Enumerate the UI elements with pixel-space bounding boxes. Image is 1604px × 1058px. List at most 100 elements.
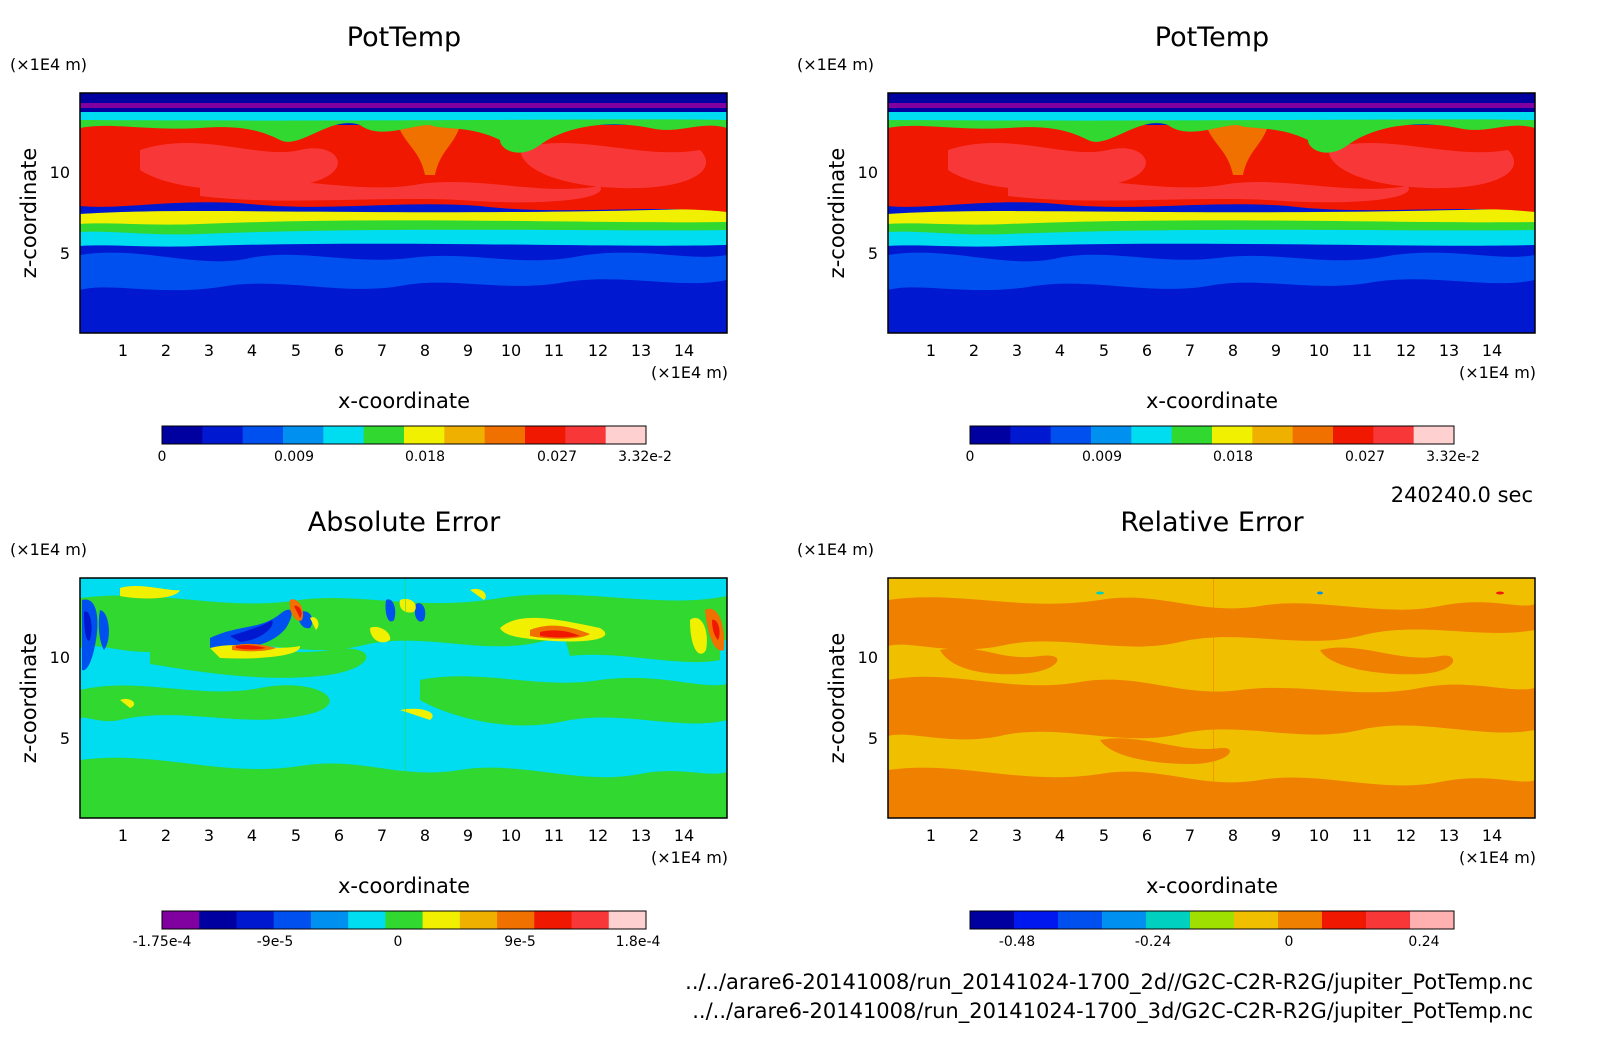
field-upper-stripe xyxy=(80,103,727,108)
panel-pottemp-left: PotTemp (×1E4 m) 1 2 3 4 5 6 7 8 xyxy=(10,22,728,465)
x-tick-label: 9 xyxy=(463,341,473,360)
colorbar-ticks: -1.75e-4 -9e-5 0 9e-5 1.8e-4 xyxy=(133,934,661,950)
colorbar-tick-label: 9e-5 xyxy=(504,934,535,950)
x-tick-label: 14 xyxy=(674,341,694,360)
x-tick-label: 9 xyxy=(1271,826,1281,845)
x-tick-label: 4 xyxy=(1055,826,1065,845)
colorbar-tick-label: 0.009 xyxy=(1082,449,1122,465)
colorbar-segment xyxy=(1366,911,1411,929)
colorbar-segment xyxy=(1234,911,1279,929)
colorbar-segment xyxy=(1333,426,1374,444)
colorbar-tick-label: -0.48 xyxy=(999,934,1035,950)
y-unit-label: (×1E4 m) xyxy=(10,55,87,74)
colorbar-segment xyxy=(1373,426,1415,444)
x-unit-label: (×1E4 m) xyxy=(651,848,728,867)
y-axis-label: z-coordinate xyxy=(17,148,41,279)
y-tick-label: 10 xyxy=(858,648,878,667)
colorbar-segment xyxy=(1050,426,1092,444)
colorbar-tick-label: 0.027 xyxy=(537,449,577,465)
x-unit-label: (×1E4 m) xyxy=(1459,848,1536,867)
plot-frame xyxy=(79,92,728,334)
field-upper-stripe xyxy=(888,103,1535,108)
colorbar-tick-label: 0 xyxy=(158,449,167,465)
x-tick-label: 6 xyxy=(1142,341,1152,360)
colorbar-segment xyxy=(970,911,1015,929)
x-tick-label: 7 xyxy=(377,826,387,845)
colorbar-segment xyxy=(1091,426,1132,444)
field-lower-swirl xyxy=(80,252,727,291)
colorbar xyxy=(969,425,1455,445)
colorbar-tick-label: 1.8e-4 xyxy=(616,934,661,950)
panel-title: PotTemp xyxy=(1155,22,1269,53)
x-tick-label: 11 xyxy=(1352,826,1372,845)
x-ticks: 1 2 3 4 5 6 7 8 9 10 11 12 13 14 xyxy=(926,341,1502,360)
colorbar-ticks: 0 0.009 0.018 0.027 3.32e-2 xyxy=(966,449,1480,465)
colorbar-segment xyxy=(605,426,647,444)
colorbar-ticks: -0.48 -0.24 0 0.24 xyxy=(999,934,1440,950)
colorbar-segment xyxy=(484,426,526,444)
x-tick-label: 3 xyxy=(204,826,214,845)
colorbar-segment xyxy=(404,426,445,444)
y-unit-label: (×1E4 m) xyxy=(797,540,874,559)
x-tick-label: 10 xyxy=(501,826,521,845)
x-axis-label: x-coordinate xyxy=(338,389,470,413)
x-tick-label: 7 xyxy=(1185,341,1195,360)
colorbar-segment xyxy=(422,911,461,929)
x-tick-label: 13 xyxy=(631,826,651,845)
colorbar-segment xyxy=(363,426,405,444)
time-label: 240240.0 sec xyxy=(1391,483,1533,507)
colorbar-segment xyxy=(273,911,312,929)
colorbar-segment xyxy=(525,426,566,444)
colorbar-segment xyxy=(385,911,424,929)
x-tick-label: 12 xyxy=(1396,341,1416,360)
field-seam xyxy=(405,578,406,818)
field-yellow-cells xyxy=(120,586,707,720)
field-lower-swirl xyxy=(888,252,1535,291)
x-tick-label: 13 xyxy=(1439,826,1459,845)
colorbar-segment xyxy=(283,426,324,444)
x-tick-label: 7 xyxy=(1185,826,1195,845)
y-tick-label: 5 xyxy=(868,729,878,748)
heatmap-field xyxy=(80,578,727,818)
colorbar-tick-label: -9e-5 xyxy=(257,934,294,950)
colorbar-segment xyxy=(608,911,647,929)
colorbar-tick-label: 0 xyxy=(1285,934,1294,950)
x-unit-label: (×1E4 m) xyxy=(651,363,728,382)
colorbar-segment xyxy=(236,911,275,929)
x-tick-label: 10 xyxy=(1309,826,1329,845)
field-transition-yellow xyxy=(888,208,1535,225)
x-tick-label: 5 xyxy=(291,826,301,845)
x-tick-label: 3 xyxy=(204,341,214,360)
x-tick-label: 10 xyxy=(1309,341,1329,360)
x-tick-label: 1 xyxy=(118,341,128,360)
x-axis-label: x-coordinate xyxy=(1146,874,1278,898)
x-tick-label: 14 xyxy=(1482,826,1502,845)
field-warm-blobs xyxy=(140,142,707,203)
colorbar-segment xyxy=(242,426,284,444)
x-tick-label: 11 xyxy=(1352,341,1372,360)
field-red-spot xyxy=(1496,591,1504,595)
colorbar-segment xyxy=(565,426,607,444)
colorbar-segment xyxy=(1010,426,1052,444)
colorbar-segment xyxy=(1322,911,1367,929)
x-tick-label: 14 xyxy=(674,826,694,845)
colorbar-segment xyxy=(310,911,349,929)
colorbar-tick-label: 3.32e-2 xyxy=(618,449,672,465)
field-orange-bands xyxy=(888,597,1535,818)
x-tick-label: 8 xyxy=(1228,341,1238,360)
y-axis-label: z-coordinate xyxy=(825,148,849,279)
colorbar-segment xyxy=(1131,426,1173,444)
colorbar-segment xyxy=(970,426,1011,444)
x-tick-label: 4 xyxy=(1055,341,1065,360)
colorbar-segment xyxy=(444,426,486,444)
x-tick-label: 1 xyxy=(926,826,936,845)
colorbar-segment xyxy=(1252,426,1294,444)
colorbar-segment xyxy=(1278,911,1323,929)
x-tick-label: 3 xyxy=(1012,826,1022,845)
colorbar-tick-label: 0.24 xyxy=(1408,934,1439,950)
x-tick-label: 6 xyxy=(1142,826,1152,845)
x-ticks: 1 2 3 4 5 6 7 8 9 10 11 12 13 14 xyxy=(118,341,694,360)
x-tick-label: 7 xyxy=(377,341,387,360)
y-axis-label: z-coordinate xyxy=(17,633,41,764)
